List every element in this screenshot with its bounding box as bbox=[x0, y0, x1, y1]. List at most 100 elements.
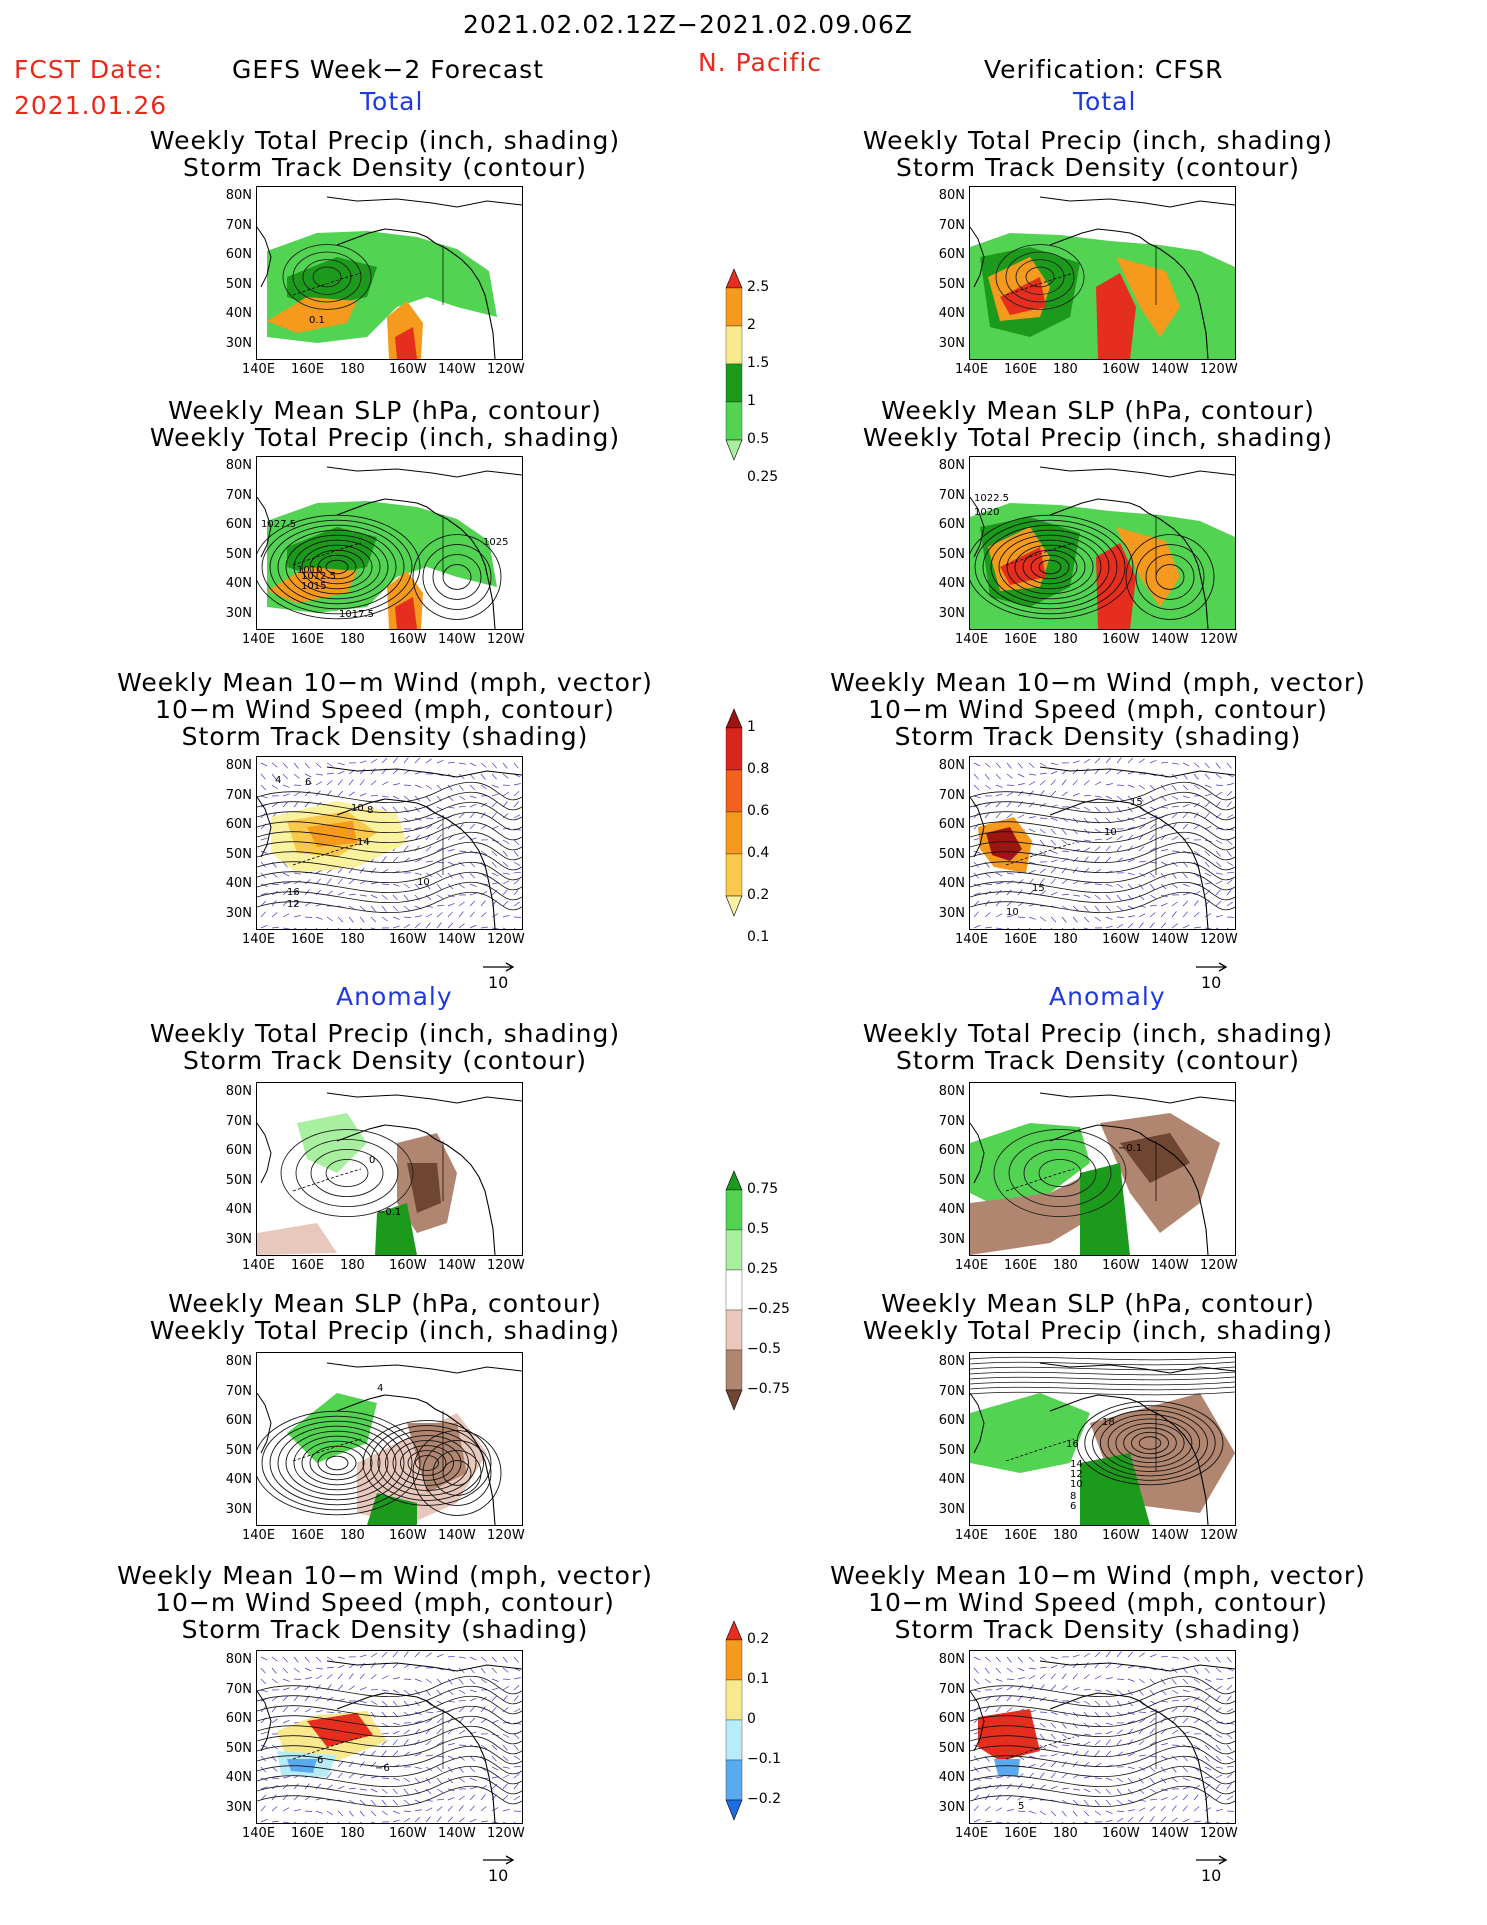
lat-tick-label: 50N bbox=[225, 1172, 252, 1188]
wind-vector bbox=[1105, 883, 1113, 887]
wind-vector bbox=[403, 1810, 412, 1812]
coastline bbox=[970, 1392, 985, 1454]
wind-vector bbox=[1039, 1674, 1046, 1680]
wind-vector bbox=[1226, 871, 1235, 874]
wind-vector bbox=[293, 1678, 302, 1680]
contour-line bbox=[974, 519, 1126, 615]
wind-vector bbox=[502, 889, 508, 896]
wind-vector bbox=[491, 1766, 499, 1771]
wind-vector bbox=[1039, 1656, 1047, 1661]
wind-vector bbox=[1006, 1695, 1012, 1702]
wind-vector bbox=[502, 1821, 507, 1823]
coastline bbox=[970, 796, 985, 858]
precip-shade bbox=[1096, 543, 1136, 629]
lat-tick-label: 30N bbox=[225, 905, 252, 921]
title-line: Storm Track Density (contour) bbox=[182, 1046, 588, 1075]
wind-vector bbox=[1226, 1722, 1234, 1725]
wind-vector bbox=[1149, 1766, 1156, 1772]
lat-tick-label: 30N bbox=[938, 1501, 965, 1517]
wind-vector bbox=[304, 1708, 312, 1713]
colorbar-label: 2 bbox=[747, 317, 756, 333]
wind-vector bbox=[502, 872, 510, 875]
wind-vector bbox=[1017, 790, 1024, 797]
contour-label: 15 bbox=[1130, 797, 1143, 808]
wind-vector bbox=[469, 900, 476, 907]
wind-vector bbox=[1226, 1733, 1233, 1739]
lon-tick-label: 140E bbox=[242, 1528, 276, 1543]
wind-vector bbox=[1083, 1741, 1091, 1746]
wind-vector bbox=[1028, 1772, 1034, 1779]
wind-vector bbox=[1226, 790, 1233, 797]
wind-vector bbox=[260, 784, 267, 791]
wind-vector bbox=[1193, 784, 1200, 790]
wind-vector bbox=[1050, 779, 1056, 786]
wind-vector bbox=[414, 858, 422, 863]
lon-tick-label: 140E bbox=[955, 632, 989, 647]
contour-label: 6 bbox=[317, 1755, 323, 1766]
wind-vector bbox=[1083, 839, 1091, 842]
wind-vector bbox=[513, 1765, 522, 1768]
lon-tick-label: 120W bbox=[1200, 632, 1238, 647]
wind-vector bbox=[260, 1805, 266, 1812]
wind-vector bbox=[1182, 911, 1188, 918]
wind-vector bbox=[392, 1788, 398, 1795]
coastline bbox=[292, 842, 362, 866]
wind-vector bbox=[271, 1656, 278, 1662]
wind-vector bbox=[984, 762, 991, 768]
wind-vector bbox=[1050, 1772, 1056, 1779]
wind-vector bbox=[1160, 1796, 1168, 1801]
wind-vector bbox=[1182, 892, 1190, 896]
wind-vector bbox=[502, 1667, 509, 1673]
wind-vector bbox=[469, 773, 475, 780]
wind-vector bbox=[1138, 1754, 1146, 1757]
contour-line bbox=[995, 244, 1085, 310]
wind-vector bbox=[1193, 1667, 1199, 1674]
wind-vector bbox=[491, 1656, 497, 1663]
lat-tick-label: 80N bbox=[225, 458, 252, 473]
wind-vector bbox=[436, 1816, 442, 1823]
wind-vector bbox=[1061, 867, 1067, 874]
wind-vector bbox=[1116, 883, 1123, 889]
coastline bbox=[1039, 466, 1235, 478]
wind-vector bbox=[1193, 850, 1200, 856]
wind-vector bbox=[458, 1777, 465, 1783]
wind-vector bbox=[425, 913, 433, 918]
coastline bbox=[1049, 228, 1209, 359]
wind-vector bbox=[1105, 1662, 1112, 1669]
wind-vector bbox=[1083, 1652, 1091, 1658]
contour-label: 1025 bbox=[483, 537, 508, 548]
wind-vector bbox=[1171, 1755, 1178, 1761]
wind-vector bbox=[447, 1755, 455, 1760]
lon-tick-label: 140E bbox=[242, 632, 276, 647]
coastline bbox=[257, 1690, 272, 1752]
fcst-date-value: 2021.01.26 bbox=[14, 91, 168, 120]
wind-vector bbox=[403, 1729, 410, 1735]
total-label-right: Total bbox=[1073, 87, 1137, 116]
coastline bbox=[326, 1362, 522, 1374]
wind-vector bbox=[480, 773, 486, 780]
contour-line bbox=[1038, 1158, 1082, 1188]
wind-vector bbox=[1127, 771, 1135, 775]
wind-vector bbox=[1138, 894, 1145, 901]
colorbar-storm-anom: 0.2 0.1 0 −0.1 −0.2 bbox=[725, 1620, 781, 1904]
title-line: Weekly Mean 10−m Wind (mph, vector) bbox=[117, 668, 653, 697]
wind-vector bbox=[1094, 1700, 1101, 1706]
contour-line bbox=[257, 1755, 522, 1778]
wind-vector bbox=[1171, 1805, 1177, 1812]
wind-vector bbox=[1215, 1695, 1221, 1702]
wind-vector bbox=[1039, 1733, 1045, 1740]
wind-vector bbox=[271, 1667, 277, 1674]
contour-line bbox=[970, 801, 1235, 824]
wind-vector bbox=[1083, 780, 1090, 786]
wind-vector bbox=[1028, 790, 1034, 797]
wind-vector bbox=[304, 790, 311, 797]
wind-vector bbox=[1028, 1783, 1035, 1790]
contour-line bbox=[257, 1675, 522, 1698]
wind-vector bbox=[348, 1773, 355, 1779]
wind-vector bbox=[1028, 773, 1036, 776]
wind-vector bbox=[1160, 1655, 1169, 1658]
wind-vector bbox=[447, 1655, 456, 1658]
wind-vector bbox=[480, 891, 488, 896]
wind-vector bbox=[1149, 784, 1156, 791]
